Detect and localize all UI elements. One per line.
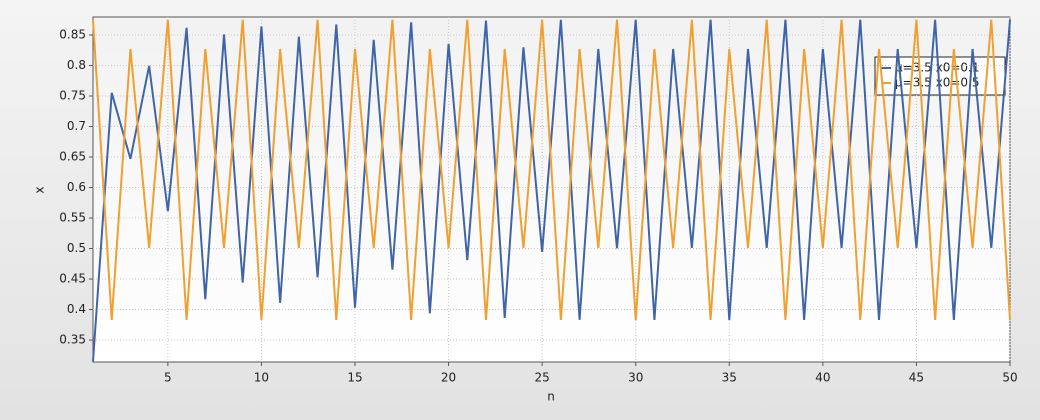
legend-label: μ=3.5 x0=0.5 — [895, 76, 979, 90]
y-tick-label: 0.45 — [59, 272, 86, 286]
y-tick-label: 0.75 — [59, 89, 86, 103]
x-tick-label: 30 — [628, 371, 643, 385]
x-tick-label: 5 — [164, 371, 172, 385]
series-line — [92, 19, 1011, 362]
y-tick-label: 0.55 — [59, 211, 86, 225]
y-tick-label: 0.65 — [59, 150, 86, 164]
y-tick-label: 0.7 — [67, 119, 86, 133]
x-tick-label: 40 — [815, 371, 830, 385]
series-line — [92, 19, 1011, 320]
x-tick-label: 45 — [909, 371, 924, 385]
y-axis-label: x — [33, 186, 47, 193]
y-tick-label: 0.5 — [67, 241, 86, 255]
x-tick-label: 20 — [441, 371, 456, 385]
y-tick-label: 0.4 — [67, 302, 86, 316]
x-tick-label: 15 — [347, 371, 362, 385]
y-tick-label: 0.35 — [59, 333, 86, 347]
y-tick-label: 0.6 — [67, 180, 86, 194]
x-tick-label: 10 — [254, 371, 269, 385]
x-axis-label: n — [547, 390, 555, 404]
x-tick-label: 25 — [535, 371, 550, 385]
x-tick-label: 35 — [722, 371, 737, 385]
y-tick-label: 0.85 — [59, 27, 86, 41]
x-tick-label: 50 — [1002, 371, 1017, 385]
plot-area — [92, 16, 1011, 363]
y-tick-label: 0.8 — [67, 58, 86, 72]
